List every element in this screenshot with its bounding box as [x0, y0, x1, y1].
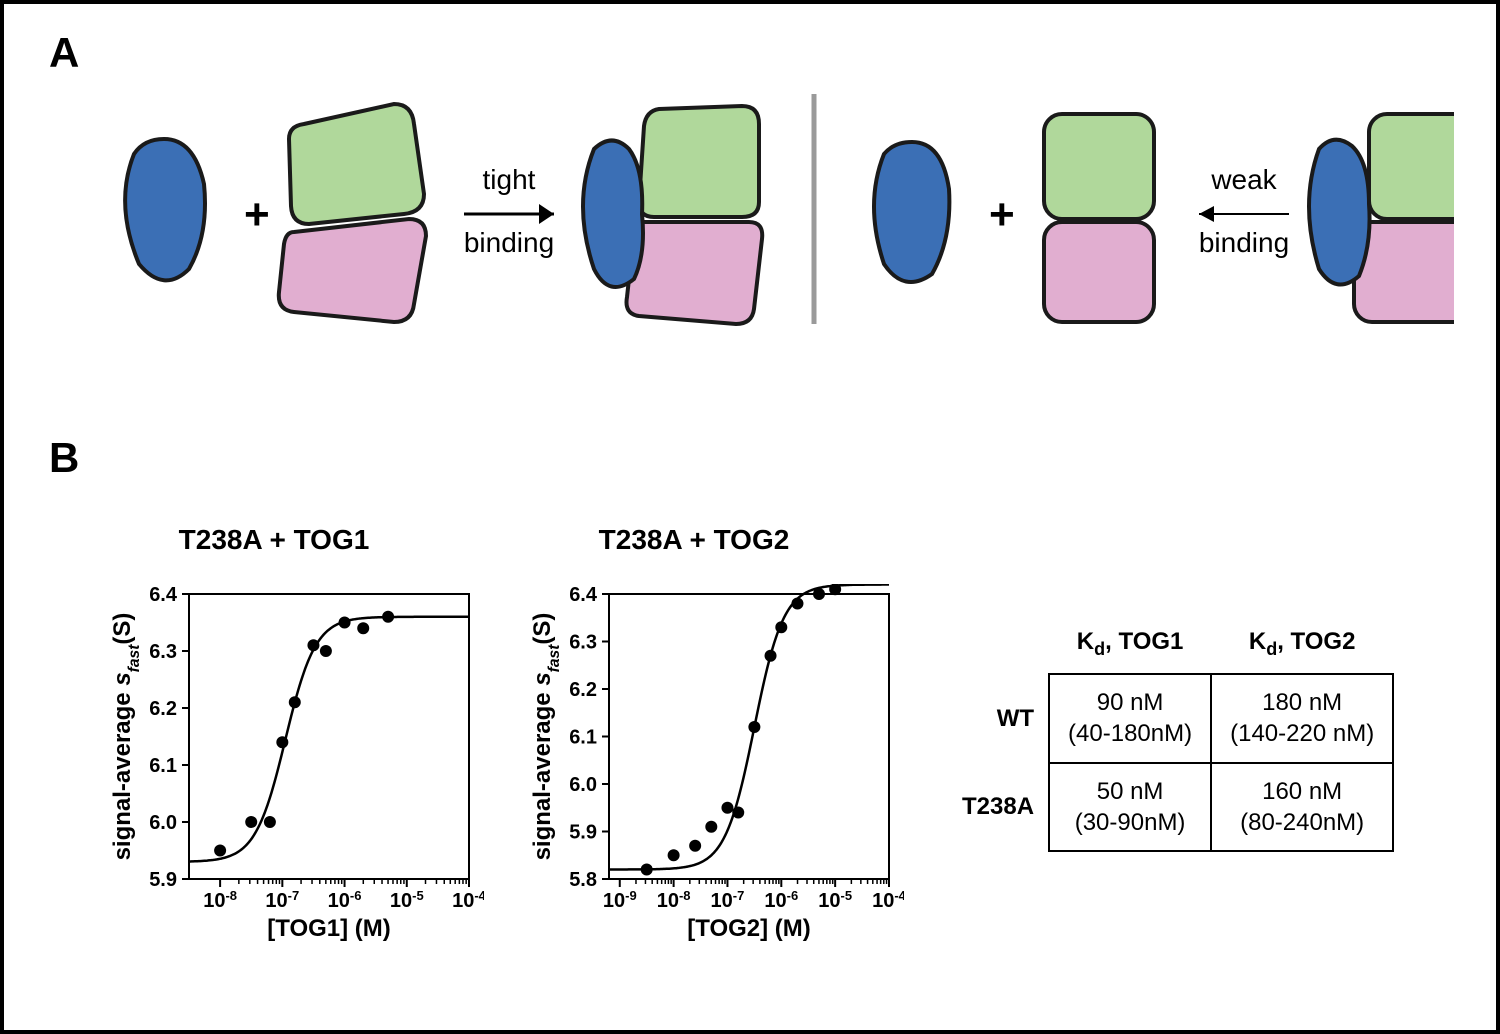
svg-text:5.9: 5.9: [569, 822, 597, 844]
table-row: T238A 50 nM (30-90nM) 160 nM (80-240nM): [944, 763, 1393, 851]
row1-c2-ci: (80-240nM): [1240, 809, 1364, 836]
chart1: 5.96.06.16.26.36.410-810-710-610-510-4[T…: [104, 584, 444, 924]
table-row: WT 90 nM (40-180nM) 180 nM (140-220 nM): [944, 674, 1393, 762]
svg-text:10-7: 10-7: [265, 888, 299, 913]
row1-c1: 50 nM (30-90nM): [1049, 763, 1211, 851]
blue-shape-right: [874, 142, 949, 282]
svg-text:6.3: 6.3: [149, 641, 177, 663]
weak-label-bottom: binding: [1199, 227, 1289, 258]
svg-text:10-7: 10-7: [711, 888, 745, 913]
weak-label-top: weak: [1210, 164, 1277, 195]
svg-text:signal-average sfast(S): signal-average sfast(S): [109, 613, 143, 861]
chart2: 5.8 5.9 6.0 6.1 6.2 6.3 6.4 10-9 10-8 10-7 10-6 10-…: [524, 584, 864, 924]
blue-shape-left: [125, 139, 205, 280]
panel-a-diagram: + tight binding +: [94, 84, 1454, 344]
svg-text:5.9: 5.9: [149, 869, 177, 891]
tight-label-bottom: binding: [464, 227, 554, 258]
green-shape-right: [1044, 114, 1154, 219]
svg-text:6.1: 6.1: [149, 755, 177, 777]
chart1-title: T238A + TOG1: [104, 524, 444, 556]
green-bound-right: [1369, 114, 1454, 219]
svg-text:10-5: 10-5: [390, 888, 424, 913]
svg-text:10-6: 10-6: [328, 888, 362, 913]
col2-hdr-suf: , TOG2: [1277, 628, 1355, 655]
col1-hdr-suf: , TOG1: [1105, 628, 1183, 655]
svg-text:6.3: 6.3: [569, 632, 597, 654]
kd-table: Kd, TOG1 Kd, TOG2 WT 90 nM (40-180nM) 18…: [944, 614, 1394, 852]
pink-shape-left: [279, 219, 426, 322]
row0-c2: 180 nM (140-220 nM): [1211, 674, 1393, 762]
panel-a-svg: + tight binding +: [94, 84, 1454, 344]
svg-text:5.8: 5.8: [569, 869, 597, 891]
row0-c2-val: 180 nM: [1262, 689, 1342, 716]
chart1-svg: 5.9 6.0 6.1 6.2 6.3 6.4 10-8 10-7 10-6 10-5 10-4 [T…: [104, 584, 484, 964]
panel-b-label: B: [49, 434, 79, 482]
svg-text:10-4: 10-4: [872, 888, 904, 913]
arrow-weak-head: [1199, 206, 1214, 222]
row0-c2-ci: (140-220 nM): [1230, 720, 1374, 747]
chart2-svg: 5.8 5.9 6.0 6.1 6.2 6.3 6.4 10-9 10-8 10-7 10-6 10-…: [524, 584, 904, 964]
row0-c1: 90 nM (40-180nM): [1049, 674, 1211, 762]
row1-c1-val: 50 nM: [1097, 778, 1164, 805]
pink-bound-left: [627, 222, 763, 324]
svg-text:6.2: 6.2: [149, 698, 177, 720]
svg-text:6.0: 6.0: [149, 812, 177, 834]
col1-header: Kd, TOG1: [1049, 614, 1211, 674]
svg-text:6.2: 6.2: [569, 679, 597, 701]
row1-label: T238A: [944, 763, 1049, 851]
tight-label-top: tight: [483, 164, 536, 195]
svg-text:10-8: 10-8: [657, 888, 691, 913]
figure-container: A + tight binding: [0, 0, 1500, 1034]
row0-label: WT: [944, 674, 1049, 762]
col1-hdr-k: K: [1077, 628, 1094, 655]
blue-bound-right: [1309, 140, 1370, 285]
svg-text:6.4: 6.4: [569, 584, 598, 606]
svg-text:10-4: 10-4: [452, 888, 484, 913]
svg-text:[TOG2] (M): [TOG2] (M): [687, 915, 811, 942]
svg-text:10-9: 10-9: [603, 888, 637, 913]
svg-text:10-6: 10-6: [764, 888, 798, 913]
panel-a-label: A: [49, 29, 79, 77]
svg-text:6.1: 6.1: [569, 727, 597, 749]
col2-hdr-k: K: [1249, 628, 1266, 655]
blue-bound-left: [583, 141, 643, 288]
svg-text:6.0: 6.0: [569, 774, 597, 796]
row1-c2: 160 nM (80-240nM): [1211, 763, 1393, 851]
table-corner: [944, 614, 1049, 674]
svg-text:10-8: 10-8: [203, 888, 237, 913]
chart2-title: T238A + TOG2: [524, 524, 864, 556]
pink-shape-right: [1044, 222, 1154, 322]
green-bound-left: [639, 106, 759, 217]
col2-hdr-sub: d: [1266, 639, 1277, 659]
col2-header: Kd, TOG2: [1211, 614, 1393, 674]
svg-text:[TOG1] (M): [TOG1] (M): [267, 915, 391, 942]
row1-c1-ci: (30-90nM): [1075, 809, 1186, 836]
row1-c2-val: 160 nM: [1262, 778, 1342, 805]
plus-right: +: [989, 190, 1015, 239]
plus-left: +: [244, 190, 270, 239]
green-shape-left: [289, 104, 424, 224]
row0-c1-ci: (40-180nM): [1068, 720, 1192, 747]
svg-text:10-5: 10-5: [818, 888, 852, 913]
svg-text:6.4: 6.4: [149, 584, 178, 606]
row0-c1-val: 90 nM: [1097, 689, 1164, 716]
svg-text:signal-average sfast(S): signal-average sfast(S): [529, 613, 563, 861]
arrow-tight-head: [539, 204, 554, 224]
col1-hdr-sub: d: [1094, 639, 1105, 659]
